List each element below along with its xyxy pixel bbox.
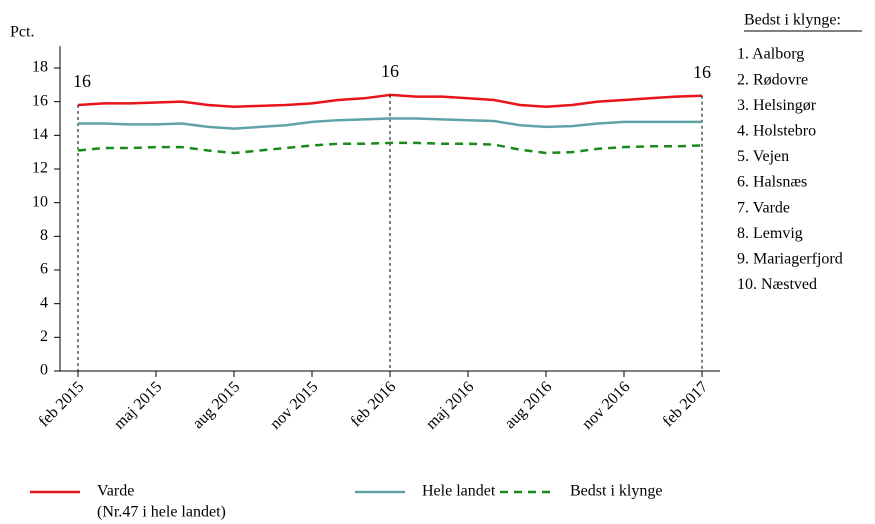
side-list-item: 5. Vejen <box>737 148 789 165</box>
side-list-item: 7. Varde <box>737 199 790 216</box>
x-tick-label: feb 2016 <box>347 378 399 430</box>
y-tick-label: 16 <box>32 92 48 109</box>
x-tick-label: maj 2015 <box>111 378 165 432</box>
series-line <box>78 117 702 130</box>
x-tick-label: aug 2016 <box>502 378 556 432</box>
value-label: 16 <box>381 61 399 81</box>
legend-label: Varde <box>97 483 134 500</box>
y-tick-label: 4 <box>40 294 48 311</box>
legend-label: Hele landet <box>422 483 496 500</box>
side-list-item: 6. Halsnæs <box>737 174 807 191</box>
y-tick-label: 10 <box>32 193 48 210</box>
x-tick-label: nov 2016 <box>579 378 633 432</box>
side-list-item: 8. Lemvig <box>737 225 803 242</box>
y-tick-label: 2 <box>40 328 48 345</box>
series-line <box>77 141 703 155</box>
side-list-item: 3. Helsingør <box>737 97 817 114</box>
y-tick-label: 18 <box>32 59 48 76</box>
x-tick-label: nov 2015 <box>267 378 321 432</box>
side-list-item: 10. Næstved <box>737 276 817 293</box>
x-tick-label: feb 2015 <box>35 378 87 430</box>
y-tick-label: 8 <box>40 227 48 244</box>
side-list-item: 4. Holstebro <box>737 122 816 139</box>
side-list-item: 1. Aalborg <box>737 46 804 63</box>
legend-label: Bedst i klynge <box>570 483 662 500</box>
legend-note: (Nr.47 i hele landet) <box>97 504 226 521</box>
x-tick-label: feb 2017 <box>659 378 711 430</box>
side-list-title: Bedst i klynge: <box>744 12 841 29</box>
y-tick-label: 0 <box>40 362 48 379</box>
value-label: 16 <box>693 62 711 82</box>
value-label: 16 <box>73 71 91 91</box>
y-tick-label: 14 <box>32 126 48 143</box>
y-axis-label: Pct. <box>10 24 34 41</box>
x-tick-label: aug 2015 <box>190 378 244 432</box>
y-tick-label: 6 <box>40 261 48 278</box>
y-tick-label: 12 <box>32 160 48 177</box>
side-list-item: 2. Rødovre <box>737 71 808 88</box>
x-tick-label: maj 2016 <box>423 378 477 432</box>
side-list-item: 9. Mariagerfjord <box>737 250 843 267</box>
